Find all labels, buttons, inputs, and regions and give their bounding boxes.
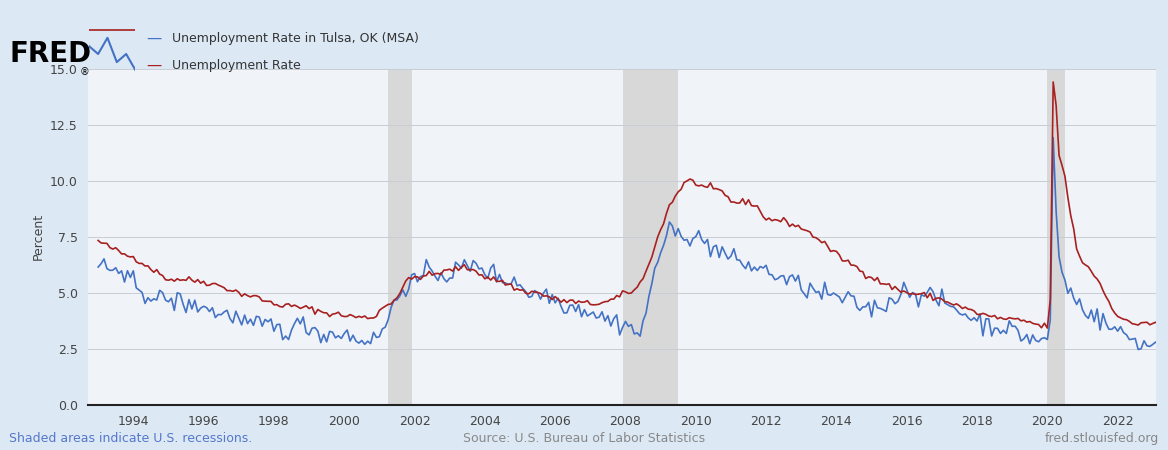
- Text: —: —: [146, 31, 161, 46]
- Text: fred.stlouisfed.org: fred.stlouisfed.org: [1044, 432, 1159, 445]
- Text: FRED: FRED: [9, 40, 91, 68]
- Y-axis label: Percent: Percent: [32, 213, 44, 260]
- Text: ®: ®: [79, 67, 89, 77]
- Bar: [623, 68, 679, 405]
- Text: Unemployment Rate: Unemployment Rate: [172, 59, 300, 72]
- Text: Unemployment Rate in Tulsa, OK (MSA): Unemployment Rate in Tulsa, OK (MSA): [172, 32, 418, 45]
- Bar: [1048, 68, 1065, 405]
- Text: Source: U.S. Bureau of Labor Statistics: Source: U.S. Bureau of Labor Statistics: [463, 432, 705, 445]
- Bar: [388, 68, 412, 405]
- Text: —: —: [146, 58, 161, 73]
- Text: Shaded areas indicate U.S. recessions.: Shaded areas indicate U.S. recessions.: [9, 432, 252, 445]
